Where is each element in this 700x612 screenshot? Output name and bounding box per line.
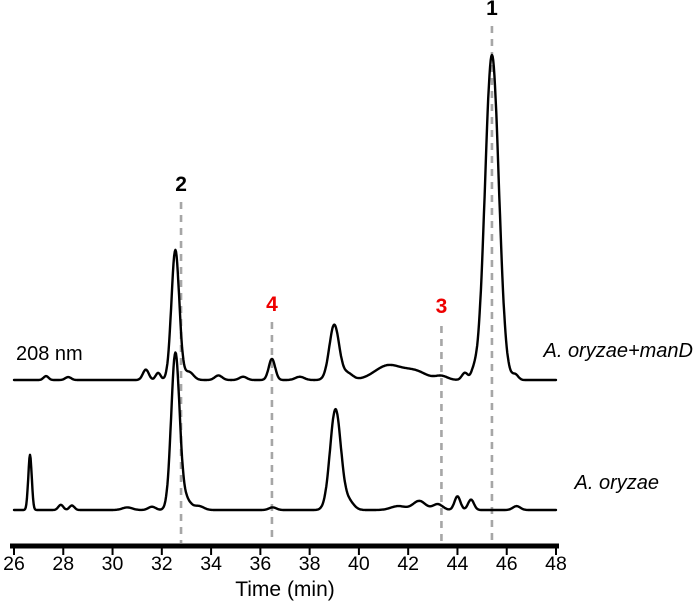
x-tick-label: 40: [348, 553, 370, 575]
trace-label-oryzae-mand: A. oryzae+manD: [543, 340, 693, 362]
x-tick-label: 48: [545, 553, 567, 575]
x-tick-label: 32: [150, 553, 173, 575]
x-axis-title: Time (min): [235, 578, 335, 601]
trace-oryzae: [12, 351, 558, 512]
x-tick-label: 38: [298, 553, 321, 575]
x-tick-label: 42: [397, 553, 420, 575]
x-tick-label: 30: [101, 553, 124, 575]
x-tick-label: 34: [200, 553, 222, 575]
peak-label-3: 3: [435, 295, 448, 318]
trace-label-oryzae: A. oryzae: [574, 472, 659, 494]
peak-label-4: 4: [266, 293, 278, 316]
peak-label-1: 1: [486, 0, 498, 20]
x-tick-label: 36: [249, 553, 272, 575]
x-tick-label: 46: [495, 553, 518, 575]
trace-oryzae-mand: [12, 53, 558, 382]
x-tick-label: 44: [446, 553, 469, 575]
x-tick-label: 26: [3, 553, 25, 575]
peak-label-2: 2: [175, 173, 187, 196]
x-tick-label: 28: [52, 553, 75, 575]
wavelength-label: 208 nm: [16, 343, 83, 365]
